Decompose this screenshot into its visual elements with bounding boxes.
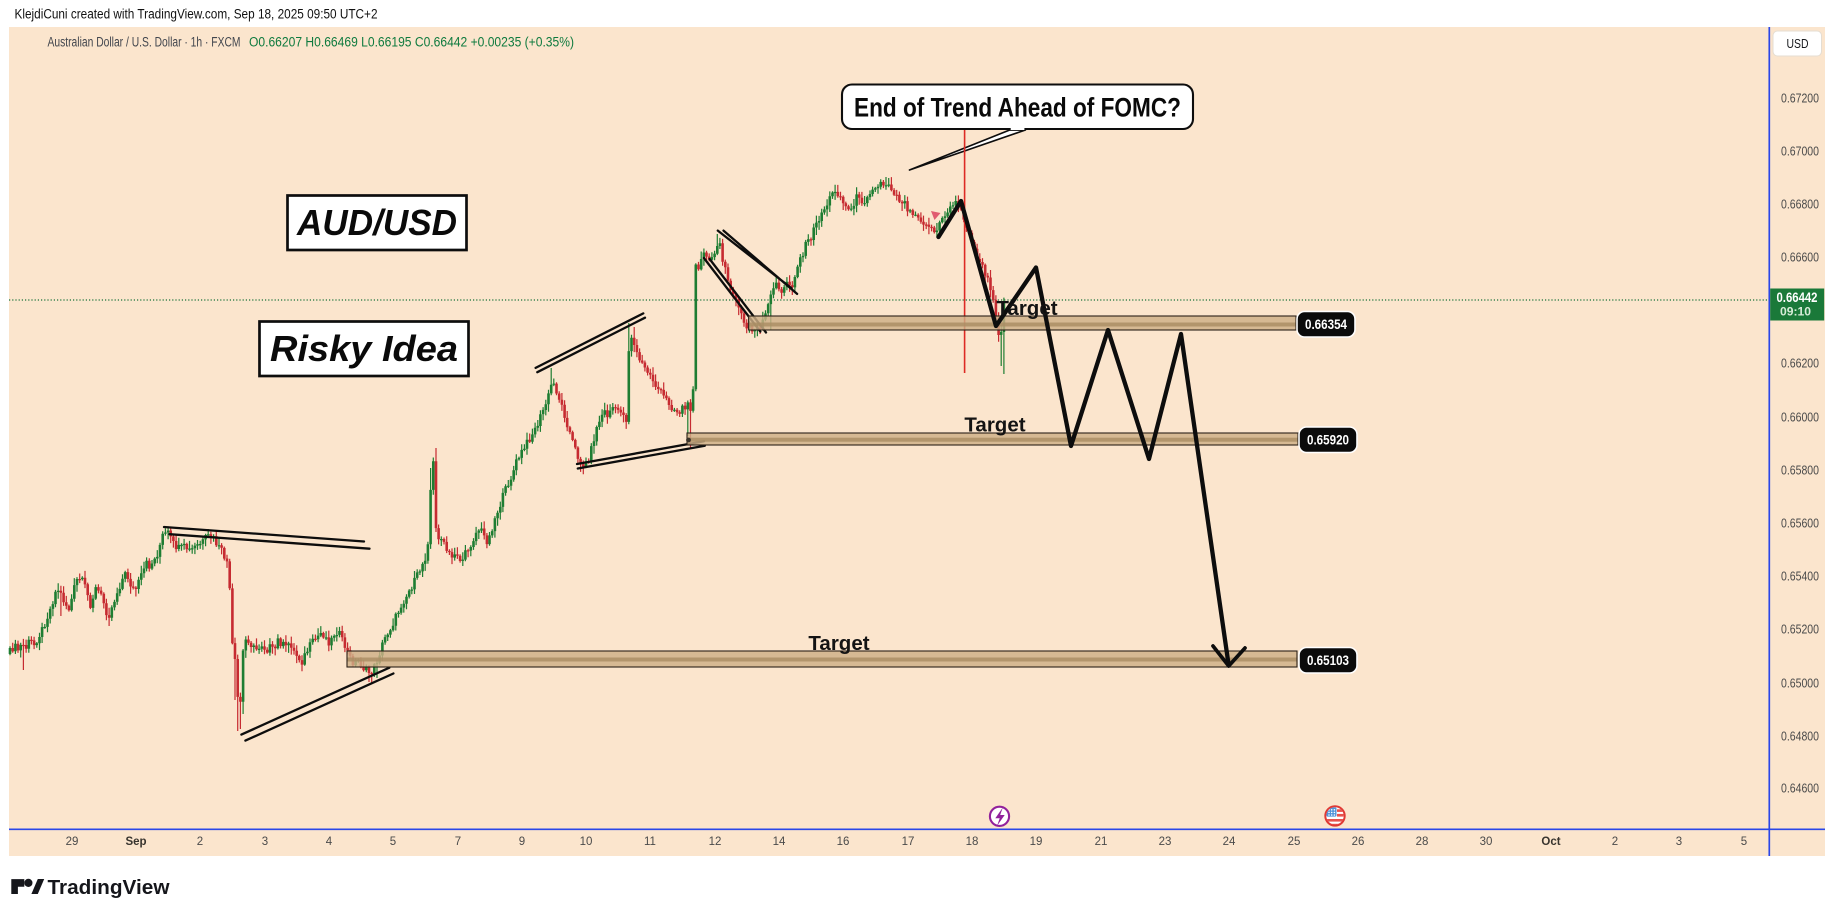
svg-text:2: 2 xyxy=(197,836,203,848)
svg-text:3: 3 xyxy=(262,836,268,848)
svg-text:Target: Target xyxy=(964,414,1025,437)
svg-text:0.65200: 0.65200 xyxy=(1781,623,1819,637)
svg-text:0.67000: 0.67000 xyxy=(1781,145,1819,159)
svg-text:0.65920: 0.65920 xyxy=(1307,433,1349,448)
svg-text:25: 25 xyxy=(1288,836,1301,848)
svg-text:10: 10 xyxy=(580,836,593,848)
svg-text:0.66600: 0.66600 xyxy=(1781,251,1819,265)
svg-text:Oct: Oct xyxy=(1541,836,1560,848)
svg-text:19: 19 xyxy=(1030,836,1043,848)
svg-text:14: 14 xyxy=(773,836,786,848)
svg-text:0.65000: 0.65000 xyxy=(1781,677,1819,691)
svg-text:0.64800: 0.64800 xyxy=(1781,730,1819,744)
svg-text:7: 7 xyxy=(455,836,461,848)
svg-text:0.65600: 0.65600 xyxy=(1781,517,1819,531)
svg-text:26: 26 xyxy=(1352,836,1365,848)
svg-text:KlejdiCuni created with Tradin: KlejdiCuni created with TradingView.com,… xyxy=(15,7,378,22)
svg-text:0.66000: 0.66000 xyxy=(1781,411,1819,425)
svg-text:4: 4 xyxy=(326,836,333,848)
svg-text:2: 2 xyxy=(1612,836,1618,848)
svg-text:Risky Idea: Risky Idea xyxy=(270,328,458,369)
svg-text:0.65800: 0.65800 xyxy=(1781,464,1819,478)
svg-text:Sep: Sep xyxy=(125,836,146,848)
svg-text:30: 30 xyxy=(1480,836,1493,848)
svg-text:O0.66207 H0.66469 L0.66195: O0.66207 H0.66469 L0.66195 C0.66442 +0.0… xyxy=(249,35,574,50)
svg-text:Australian Dollar / U.S. Dolla: Australian Dollar / U.S. Dollar · 1h · F… xyxy=(48,35,241,50)
svg-text:TradingView: TradingView xyxy=(48,876,170,899)
svg-text:AUD/USD: AUD/USD xyxy=(296,202,457,243)
svg-text:End of Trend Ahead of FOMC?: End of Trend Ahead of FOMC? xyxy=(854,93,1181,123)
svg-text:Target: Target xyxy=(996,297,1057,320)
svg-text:18: 18 xyxy=(966,836,979,848)
svg-text:11: 11 xyxy=(644,836,656,848)
svg-text:0.65400: 0.65400 xyxy=(1781,570,1819,584)
svg-text:0.67200: 0.67200 xyxy=(1781,92,1819,106)
svg-text:17: 17 xyxy=(902,836,915,848)
svg-text:9: 9 xyxy=(519,836,525,848)
svg-text:12: 12 xyxy=(709,836,722,848)
svg-text:Target: Target xyxy=(808,632,869,655)
svg-text:23: 23 xyxy=(1159,836,1172,848)
svg-text:29: 29 xyxy=(66,836,79,848)
svg-text:0.66354: 0.66354 xyxy=(1305,317,1347,332)
svg-text:09:10: 09:10 xyxy=(1780,305,1811,319)
svg-text:USD: USD xyxy=(1787,37,1809,51)
svg-text:5: 5 xyxy=(1741,836,1747,848)
svg-text:0.66200: 0.66200 xyxy=(1781,357,1819,371)
svg-text:3: 3 xyxy=(1676,836,1682,848)
svg-text:0.64600: 0.64600 xyxy=(1781,782,1819,796)
svg-text:0.66800: 0.66800 xyxy=(1781,198,1819,212)
svg-text:0.66442: 0.66442 xyxy=(1777,290,1818,305)
svg-text:21: 21 xyxy=(1095,836,1108,848)
svg-text:16: 16 xyxy=(837,836,850,848)
svg-text:28: 28 xyxy=(1416,836,1429,848)
svg-text:5: 5 xyxy=(390,836,396,848)
svg-text:24: 24 xyxy=(1223,836,1236,848)
svg-text:0.65103: 0.65103 xyxy=(1307,653,1349,668)
